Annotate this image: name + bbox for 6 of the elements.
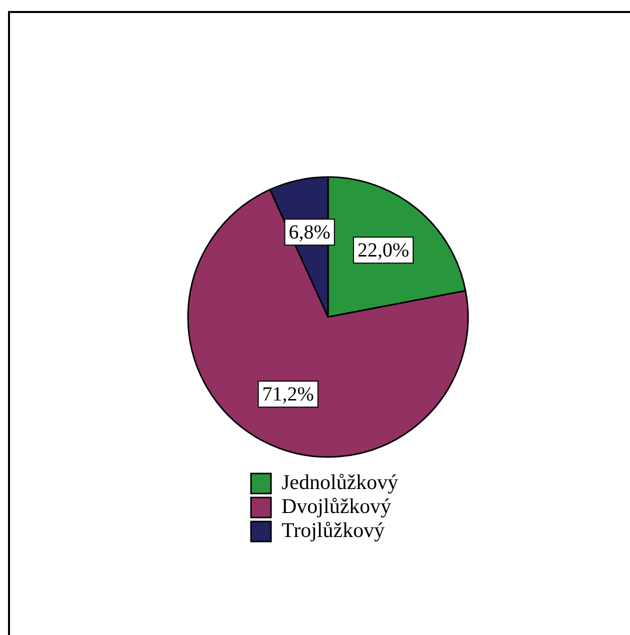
legend-label: Trojlůžkový [282, 518, 386, 542]
data-label: 71,2% [262, 383, 314, 406]
data-label: 22,0% [357, 239, 410, 262]
data-label: 6,8% [288, 221, 330, 244]
legend-label: Jednolůžkový [282, 470, 399, 494]
legend-label: Dvojlůžkový [282, 494, 392, 518]
